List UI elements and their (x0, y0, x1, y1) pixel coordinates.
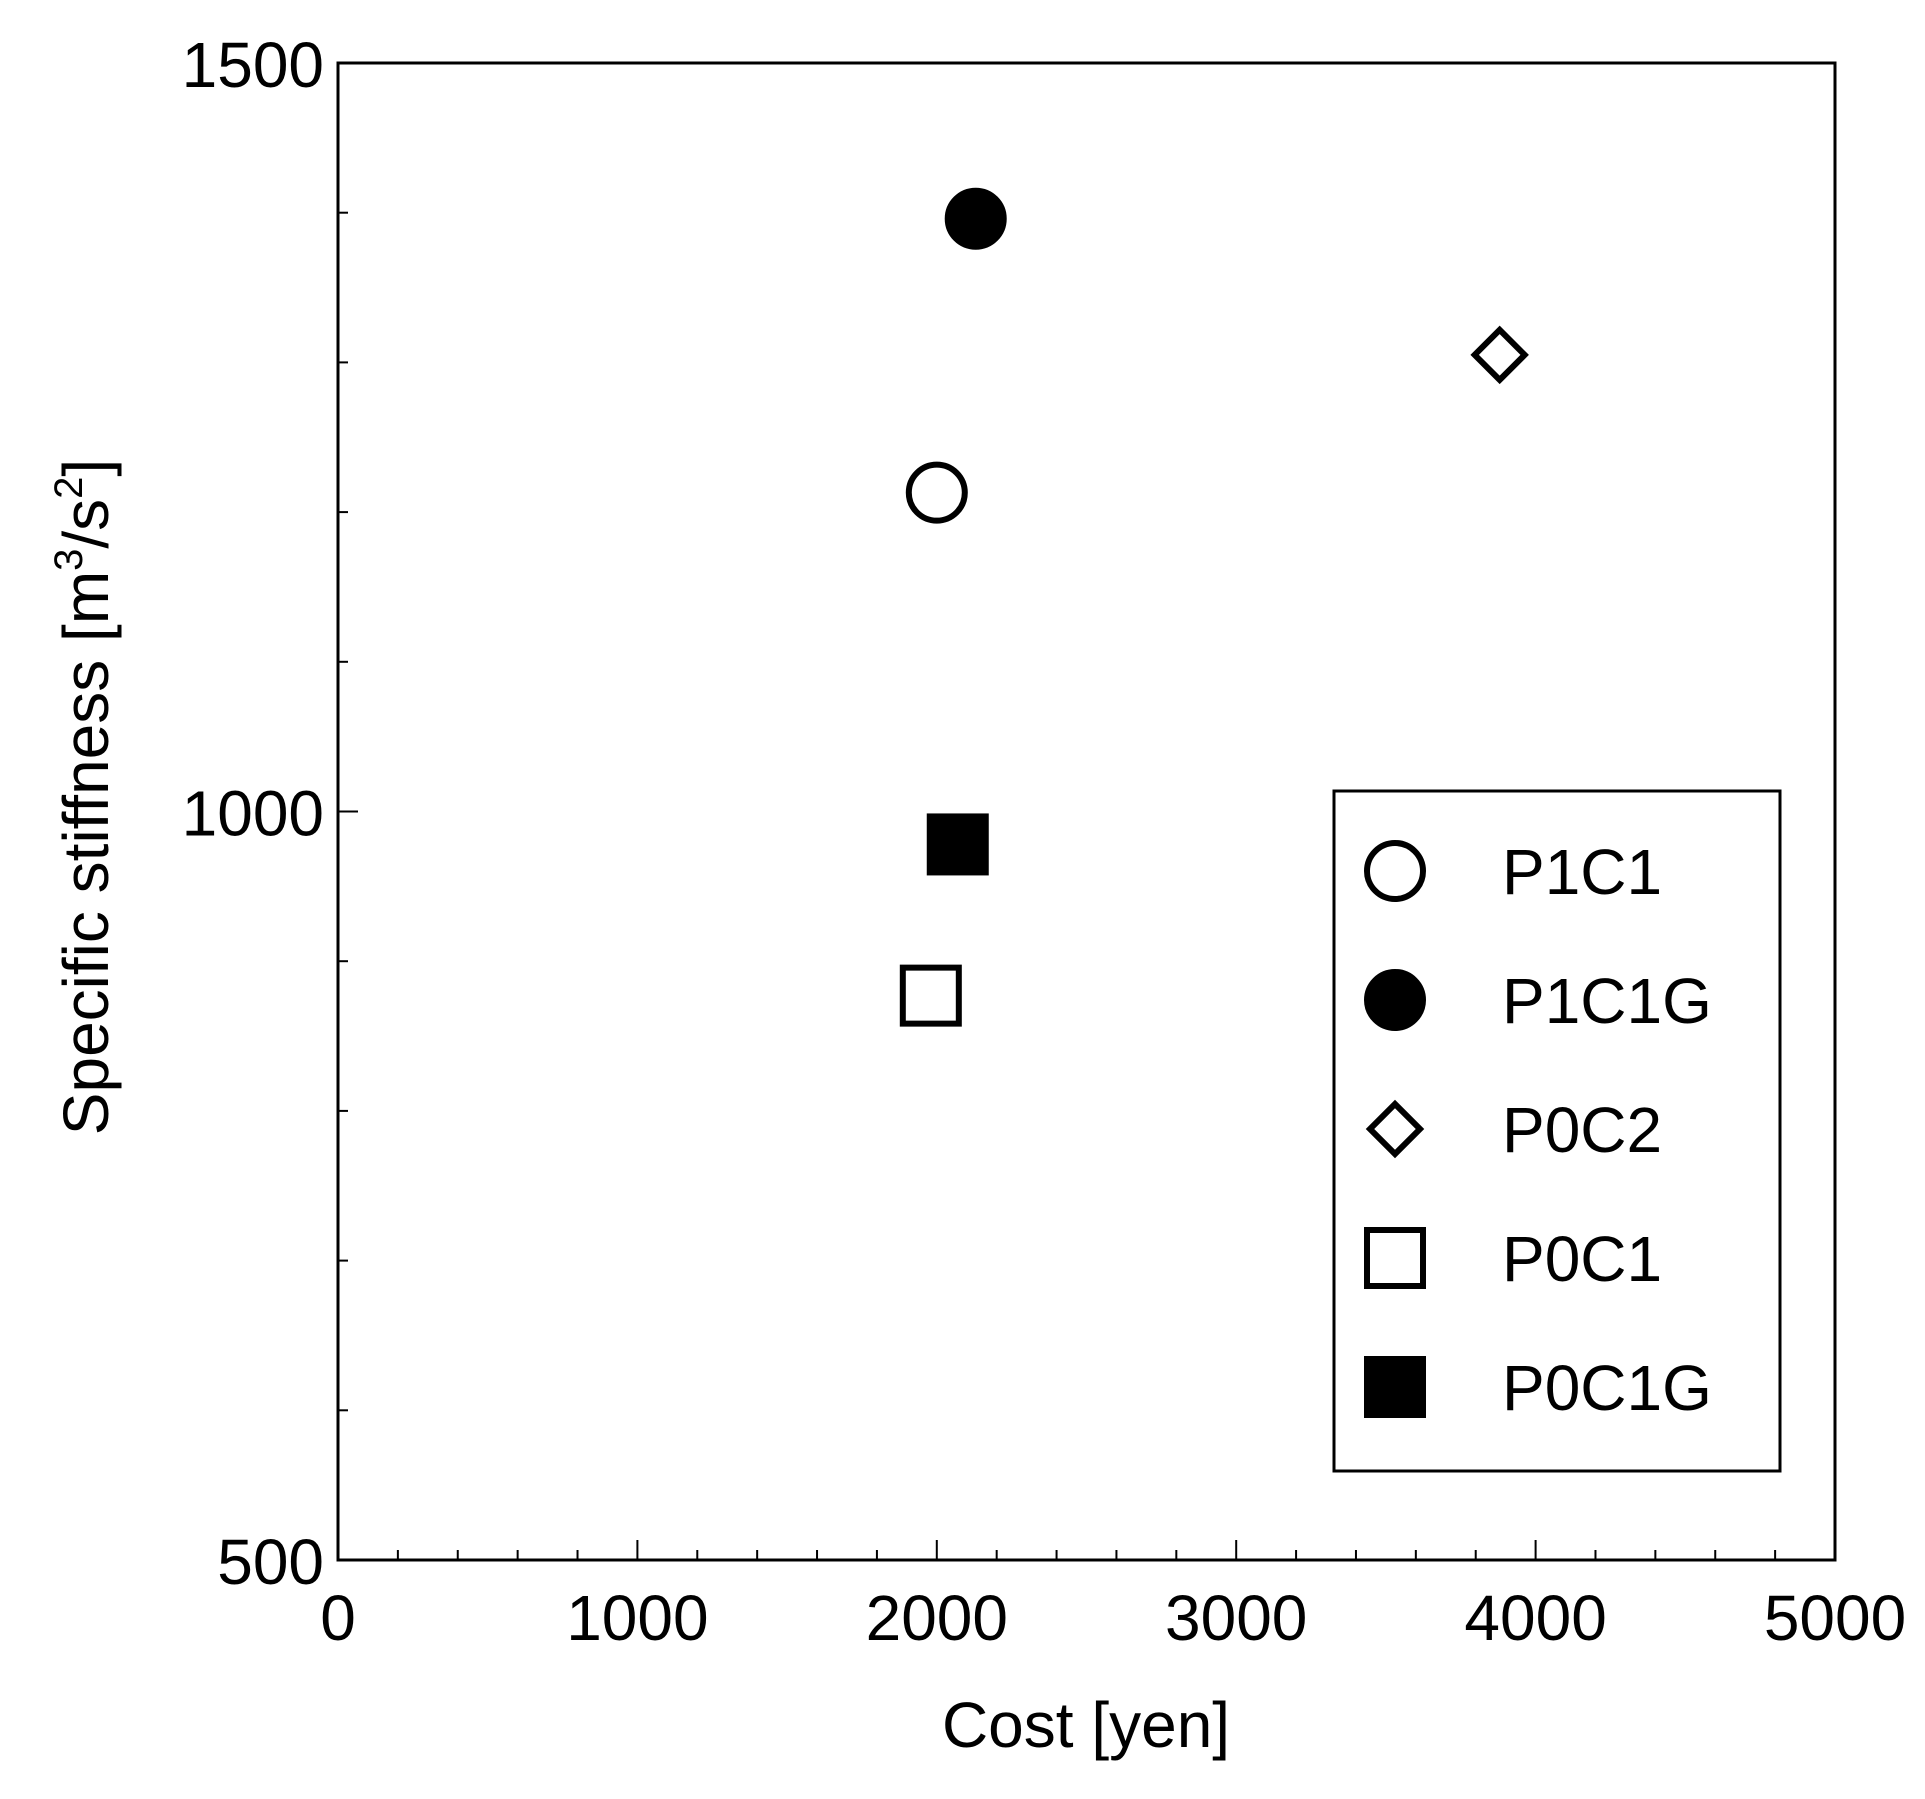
x-tick-label: 4000 (1464, 1582, 1606, 1654)
y-axis-title-superscript-1: 3 (47, 549, 91, 571)
legend-marker-p1c1 (1364, 840, 1426, 902)
y-axis-title-suffix: ] (50, 459, 122, 477)
legend-label-p0c2: P0C2 (1502, 1094, 1662, 1166)
x-axis-title: Cost [yen] (942, 1689, 1230, 1761)
legend-items: P1C1 P1C1G P0C2 P0C1 P0C1G (1364, 836, 1712, 1424)
x-tick-label: 3000 (1165, 1582, 1307, 1654)
data-point-p1c1 (905, 461, 968, 524)
x-tick-label: 2000 (866, 1582, 1008, 1654)
data-point-p0c1 (899, 964, 962, 1027)
y-tick-label: 1500 (182, 29, 324, 101)
legend-label-p0c1g: P0C1G (1502, 1352, 1712, 1424)
y-tick-label: 1000 (182, 778, 324, 850)
y-tick-label: 500 (217, 1526, 324, 1598)
axis-tick-labels: 0 1000 2000 3000 4000 5000 500 1000 1500 (182, 29, 1907, 1654)
y-axis-title-prefix: Specific stiffness [m (50, 571, 122, 1135)
x-tick-label: 0 (320, 1582, 356, 1654)
legend-marker-p0c2 (1365, 1099, 1425, 1159)
legend-marker-p0c1 (1364, 1227, 1426, 1289)
data-point-p1c1g (944, 187, 1007, 250)
legend-marker-p1c1g (1364, 969, 1426, 1031)
legend-label-p0c1: P0C1 (1502, 1223, 1662, 1295)
data-point-p0c1g (926, 813, 989, 876)
legend-label-p1c1: P1C1 (1502, 836, 1662, 908)
legend-marker-p0c1g (1364, 1356, 1426, 1418)
legend-label-p1c1g: P1C1G (1502, 965, 1712, 1037)
legend: P1C1 P1C1G P0C2 P0C1 P0C1G (1332, 789, 1782, 1473)
data-point-p0c2 (1470, 325, 1529, 385)
y-axis-title: Specific stiffness [m3/s2] (47, 459, 122, 1135)
axis-ticks (337, 62, 1836, 1561)
y-axis-title-superscript-2: 2 (47, 477, 91, 499)
x-tick-label: 1000 (566, 1582, 708, 1654)
x-tick-label: 5000 (1764, 1582, 1906, 1654)
data-points (899, 187, 1529, 1027)
y-axis-title-middle: /s (50, 499, 122, 549)
